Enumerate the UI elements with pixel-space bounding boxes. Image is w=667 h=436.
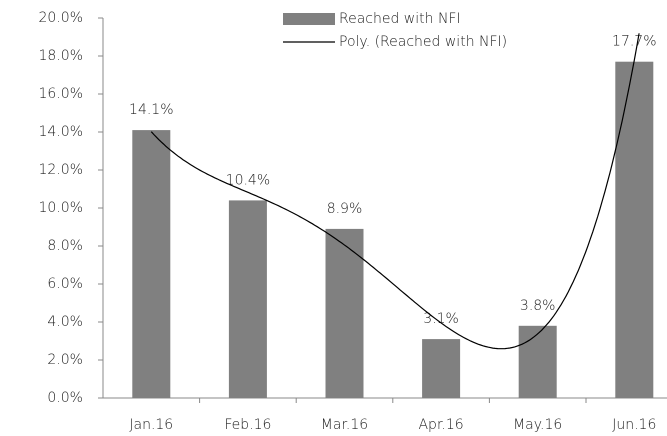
bar bbox=[132, 130, 171, 398]
y-tick-label: 10.0% bbox=[39, 200, 83, 216]
data-label: 3.8% bbox=[520, 298, 556, 314]
bar bbox=[325, 228, 364, 398]
bar bbox=[518, 325, 557, 398]
y-tick-label: 14.0% bbox=[39, 124, 83, 140]
y-tick-label: 4.0% bbox=[47, 314, 83, 330]
bar bbox=[422, 339, 461, 398]
bar bbox=[228, 200, 267, 398]
y-tick-label: 16.0% bbox=[39, 86, 83, 102]
data-label: 10.4% bbox=[226, 172, 270, 188]
data-label: 3.1% bbox=[423, 311, 459, 327]
legend-swatch bbox=[283, 13, 335, 25]
trendline bbox=[150, 33, 640, 350]
x-tick-label: May.16 bbox=[513, 417, 562, 433]
legend-label: Poly. (Reached with NFI) bbox=[339, 34, 507, 50]
data-label: 17.7% bbox=[612, 34, 656, 50]
legend-label: Reached with NFI bbox=[339, 11, 461, 27]
data-label: 14.1% bbox=[129, 102, 173, 118]
x-tick-label: Mar.16 bbox=[321, 417, 368, 433]
y-tick-label: 20.0% bbox=[39, 10, 83, 26]
bar bbox=[615, 61, 654, 398]
x-tick-label: Jan.16 bbox=[129, 417, 173, 433]
y-tick-label: 0.0% bbox=[47, 390, 83, 406]
y-tick-label: 6.0% bbox=[47, 276, 83, 292]
data-label: 8.9% bbox=[327, 201, 363, 217]
y-tick-label: 8.0% bbox=[47, 238, 83, 254]
x-tick-label: Jun.16 bbox=[612, 417, 656, 433]
x-tick-label: Feb.16 bbox=[224, 417, 271, 433]
x-tick-label: Apr.16 bbox=[418, 417, 463, 433]
y-tick-label: 18.0% bbox=[39, 48, 83, 64]
y-tick-label: 2.0% bbox=[47, 352, 83, 368]
y-tick-label: 12.0% bbox=[39, 162, 83, 178]
